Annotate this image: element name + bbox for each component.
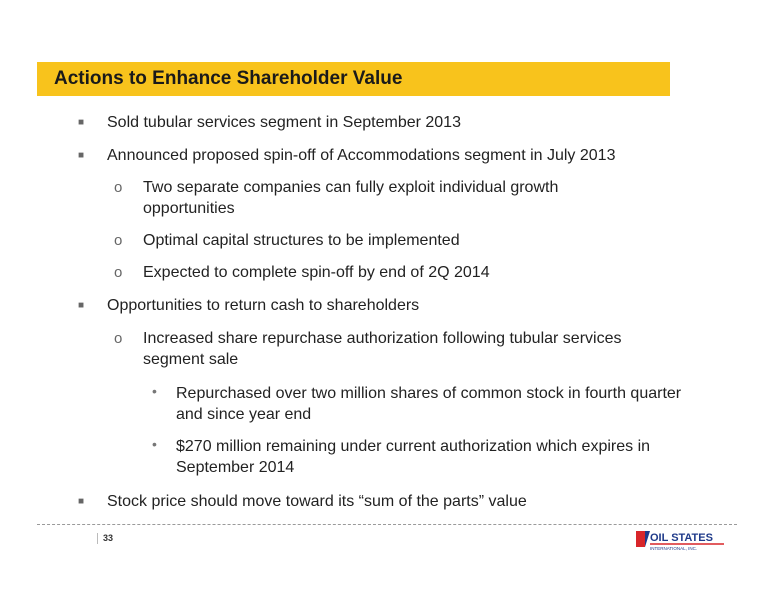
circle-bullet-icon: o <box>114 232 123 249</box>
square-bullet-icon: ■ <box>78 300 85 311</box>
bullet-text: Optimal capital structures to be impleme… <box>143 232 460 249</box>
square-bullet-icon: ■ <box>78 496 85 507</box>
bullet-text: Announced proposed spin-off of Accommoda… <box>107 147 616 164</box>
circle-bullet-icon: o <box>114 330 123 347</box>
bullet-item: ■ Sold tubular services segment in Septe… <box>78 112 667 133</box>
slide-title: Actions to Enhance Shareholder Value <box>54 68 403 89</box>
bullet-text: Increased share repurchase authorization… <box>143 330 622 368</box>
bullet-text: $270 million remaining under current aut… <box>176 438 651 476</box>
bullet-item: o Two separate companies can fully explo… <box>114 177 623 219</box>
square-bullet-icon: ■ <box>78 150 85 161</box>
square-bullet-icon: ■ <box>78 117 85 128</box>
bullet-text: Two separate companies can fully exploit… <box>143 179 559 217</box>
dot-bullet-icon: • <box>152 436 157 452</box>
footer-divider <box>37 524 737 525</box>
page-number-separator <box>97 533 98 544</box>
dot-bullet-icon: • <box>152 383 157 399</box>
circle-bullet-icon: o <box>114 179 123 196</box>
bullet-item: o Increased share repurchase authorizati… <box>114 328 683 370</box>
bullet-text: Stock price should move toward its “sum … <box>107 493 527 510</box>
title-bar: Actions to Enhance Shareholder Value <box>37 62 670 96</box>
bullet-item: ■ Stock price should move toward its “su… <box>78 491 687 512</box>
bullet-item: o Expected to complete spin-off by end o… <box>114 262 643 283</box>
logo-subtext: INTERNATIONAL, INC. <box>650 546 697 551</box>
bullet-text: Opportunities to return cash to sharehol… <box>107 297 420 314</box>
bullet-text: Sold tubular services segment in Septemb… <box>107 114 461 131</box>
bullet-text: Repurchased over two million shares of c… <box>176 385 682 423</box>
oil-states-logo: OIL STATES INTERNATIONAL, INC. <box>636 531 724 551</box>
page-number: 33 <box>103 533 114 543</box>
bullet-text: Expected to complete spin-off by end of … <box>143 264 490 281</box>
bullet-item: ■ Announced proposed spin-off of Accommo… <box>78 145 687 166</box>
logo-red-mark <box>636 531 645 547</box>
bullet-item: o Optimal capital structures to be imple… <box>114 230 643 251</box>
bullet-item: • $270 million remaining under current a… <box>152 436 666 478</box>
bullet-item: • Repurchased over two million shares of… <box>152 383 686 425</box>
bullet-item: ■ Opportunities to return cash to shareh… <box>78 295 667 316</box>
circle-bullet-icon: o <box>114 264 123 281</box>
logo-blue-mark <box>645 531 650 547</box>
logo-text: OIL STATES <box>650 532 713 544</box>
